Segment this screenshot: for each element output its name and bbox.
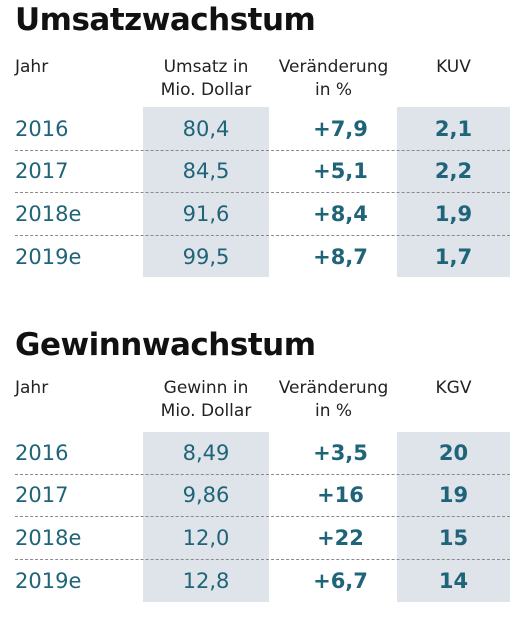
row-revenue: 99,5 [182, 245, 230, 269]
profit-growth-section: Gewinnwachstum Jahr Gewinn in Mio. Dolla… [0, 322, 528, 619]
revenue-header-ratio: KUV [436, 57, 471, 77]
row-change: +7,9 [313, 117, 368, 141]
row-revenue: 84,5 [182, 159, 230, 183]
row-kgv: 20 [438, 441, 469, 465]
row-divider [15, 192, 510, 193]
revenue-header-change-line1: Veränderung [278, 57, 389, 77]
row-divider [15, 516, 510, 517]
table-row: 2018e 12,0 +22 15 [15, 517, 510, 559]
row-kgv: 19 [438, 483, 469, 507]
row-kuv: 2,1 [434, 117, 473, 141]
row-profit: 9,86 [182, 483, 230, 507]
row-change: +8,7 [313, 245, 368, 269]
profit-header-ratio: KGV [435, 378, 472, 398]
row-kgv: 14 [438, 569, 469, 593]
row-divider [15, 474, 510, 475]
row-change: +6,7 [313, 569, 368, 593]
row-year: 2018e [15, 526, 82, 550]
revenue-growth-section: Umsatzwachstum Jahr Umsatz in Mio. Dolla… [0, 0, 528, 300]
row-profit: 12,8 [182, 569, 230, 593]
row-kuv: 1,9 [434, 202, 473, 226]
row-profit: 8,49 [182, 441, 230, 465]
row-revenue: 91,6 [182, 202, 230, 226]
table-row: 2017 9,86 +16 19 [15, 474, 510, 516]
row-year: 2019e [15, 245, 82, 269]
row-change: +22 [317, 526, 364, 550]
table-row: 2016 8,49 +3,5 20 [15, 432, 510, 474]
row-change: +3,5 [313, 441, 368, 465]
row-year: 2017 [15, 483, 69, 507]
table-row: 2019e 99,5 +8,7 1,7 [15, 236, 510, 278]
revenue-header-year: Jahr [15, 57, 49, 77]
profit-header-year: Jahr [15, 378, 49, 398]
profit-header-value-line2: Mio. Dollar [160, 401, 252, 421]
row-change: +16 [317, 483, 364, 507]
row-kgv: 15 [438, 526, 469, 550]
profit-value-column-shading [143, 432, 269, 602]
revenue-header-value-line1: Umsatz in [163, 57, 249, 77]
profit-header-value-line1: Gewinn in [163, 378, 249, 398]
row-divider [15, 150, 510, 151]
revenue-header-change-line2: in % [314, 80, 353, 100]
row-change: +8,4 [313, 202, 368, 226]
profit-header-change-line2: in % [314, 401, 353, 421]
profit-header-change-line1: Veränderung [278, 378, 389, 398]
row-year: 2016 [15, 441, 69, 465]
row-divider [15, 235, 510, 236]
revenue-header-value-line2: Mio. Dollar [160, 80, 252, 100]
row-change: +5,1 [313, 159, 368, 183]
table-row: 2017 84,5 +5,1 2,2 [15, 150, 510, 192]
row-profit: 12,0 [182, 526, 230, 550]
table-row: 2016 80,4 +7,9 2,1 [15, 108, 510, 150]
row-kuv: 1,7 [434, 245, 473, 269]
table-row: 2019e 12,8 +6,7 14 [15, 560, 510, 602]
row-year: 2018e [15, 202, 82, 226]
row-year: 2017 [15, 159, 69, 183]
profit-growth-title: Gewinnwachstum [15, 327, 316, 363]
table-row: 2018e 91,6 +8,4 1,9 [15, 193, 510, 235]
row-revenue: 80,4 [182, 117, 230, 141]
row-year: 2016 [15, 117, 69, 141]
row-divider [15, 559, 510, 560]
row-year: 2019e [15, 569, 82, 593]
revenue-growth-title: Umsatzwachstum [15, 2, 316, 38]
row-kuv: 2,2 [434, 159, 473, 183]
profit-ratio-column-shading [397, 432, 510, 602]
